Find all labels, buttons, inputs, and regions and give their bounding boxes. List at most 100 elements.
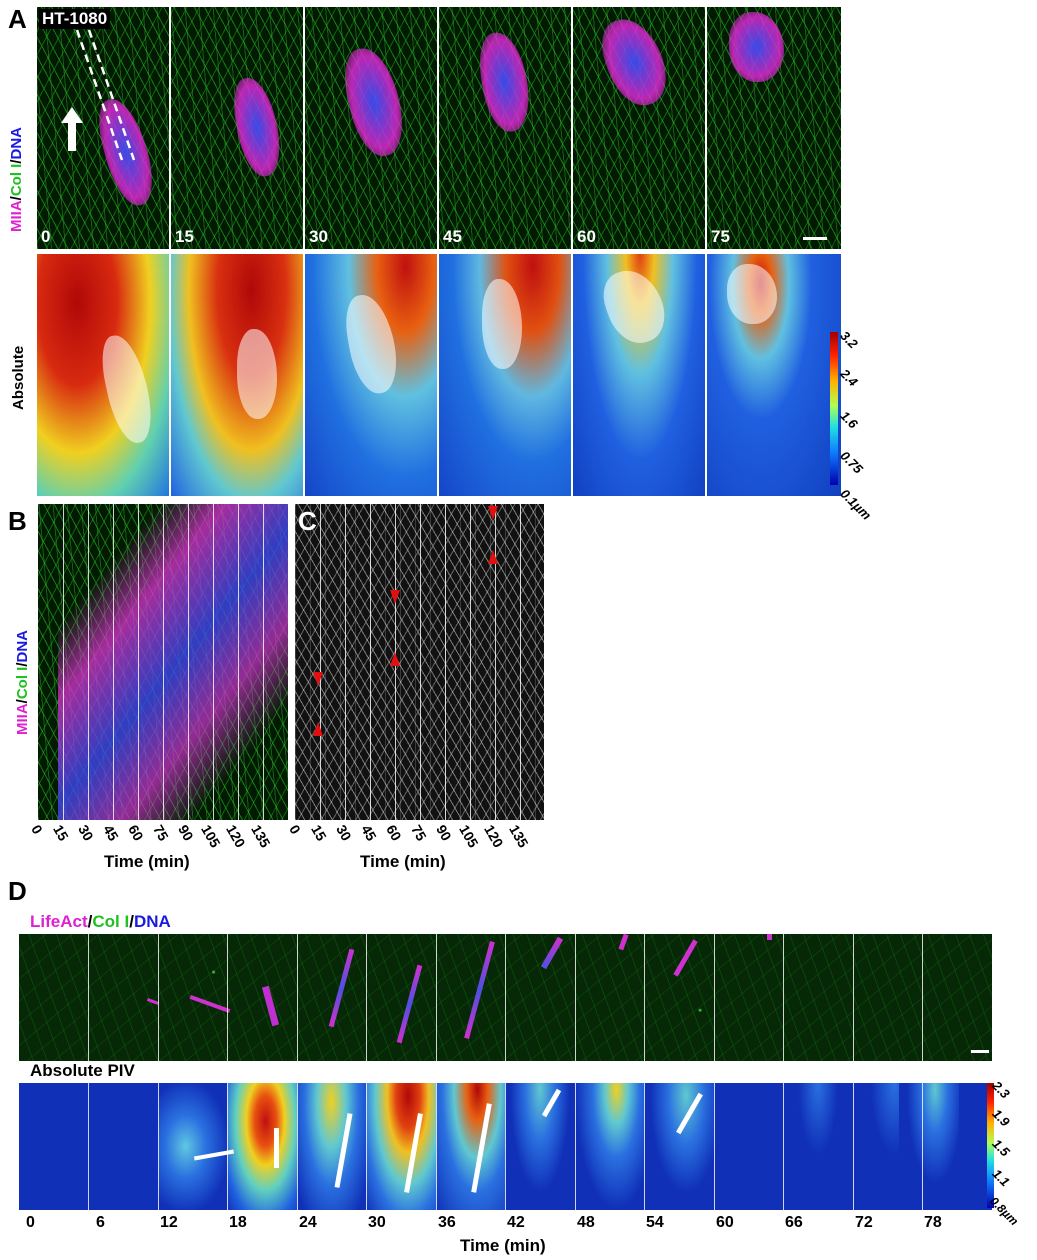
label-dna: DNA (14, 629, 31, 663)
frame-separator (158, 1083, 159, 1210)
time-tick: 0 (26, 1214, 35, 1231)
time-tick: 120 (481, 822, 507, 851)
frame-time-label: 75 (711, 227, 730, 246)
frame-separator (575, 1083, 576, 1210)
panel-d-fluorescence-strip (19, 934, 992, 1061)
frame-separator (470, 504, 471, 820)
cell-overlay (482, 279, 522, 369)
frame-separator (138, 504, 139, 820)
frame-separator (922, 934, 923, 1061)
frame-separator (705, 7, 707, 249)
label-miia: MIIA (14, 703, 31, 735)
migration-track-overlay (75, 29, 136, 161)
cell-line-label: HT-1080 (39, 9, 111, 29)
frame-separator (366, 1083, 367, 1210)
frame-separator (227, 1083, 228, 1210)
frame-separator (303, 7, 305, 249)
frame-separator (783, 1083, 784, 1210)
frame-separator (188, 504, 189, 820)
frame-separator (714, 1083, 715, 1210)
frame-separator (227, 934, 228, 1061)
frame-separator (370, 504, 371, 820)
cell (593, 10, 676, 114)
label-col1: Col I (8, 163, 25, 197)
time-tick: 60 (125, 822, 147, 844)
time-tick: 45 (100, 822, 122, 844)
frame-separator (303, 254, 305, 496)
frame-separator (420, 504, 421, 820)
cell (396, 964, 423, 1044)
frame-separator (88, 1083, 89, 1210)
panel-a-letter: A (8, 4, 27, 34)
panel-c-axis-title: Time (min) (360, 852, 446, 871)
cell-band (58, 504, 288, 820)
cell (475, 29, 534, 135)
cell (338, 43, 410, 161)
label-sep: / (87, 912, 93, 931)
frame-separator (88, 934, 89, 1061)
arrowhead-down-icon (390, 590, 400, 604)
red-arrowheads (313, 506, 498, 736)
arrowhead-down-icon (313, 672, 323, 686)
frame-separator (644, 1083, 645, 1210)
panel-b-kymograph (38, 504, 288, 820)
label-dna: DNA (8, 126, 25, 160)
cell (673, 939, 698, 977)
time-tick: 30 (333, 822, 355, 844)
time-tick: 30 (75, 822, 97, 844)
time-tick: 75 (150, 822, 172, 844)
panel-a-piv-strip (37, 254, 841, 496)
cell (261, 985, 280, 1027)
time-tick: 45 (358, 822, 380, 844)
arrowhead-up-icon (313, 722, 323, 736)
arrowhead-up-icon (488, 550, 498, 564)
time-tick: 12 (160, 1214, 178, 1231)
frame-separator (445, 504, 446, 820)
panel-d-axis-title: Time (min) (460, 1236, 546, 1255)
piv-frame (158, 1083, 227, 1210)
frame-separator (320, 504, 321, 820)
panel-a-fluorescence-strip: HT-1080 0 15 30 45 60 75 (37, 7, 841, 249)
time-tick: 15 (50, 822, 72, 844)
frame-separator (505, 934, 506, 1061)
label-sep: / (14, 699, 31, 704)
cell (618, 934, 629, 951)
time-tick: 0 (286, 822, 304, 837)
frame-separator (714, 934, 715, 1061)
time-tick: 0 (28, 822, 46, 837)
frame-separator (297, 1083, 298, 1210)
arrow-up-icon (61, 107, 83, 151)
time-tick: 24 (299, 1214, 317, 1231)
cell (767, 934, 772, 940)
label-col1: Col I (92, 912, 130, 931)
panel-d-piv-label: Absolute PIV (30, 1061, 135, 1080)
frame-separator (63, 504, 64, 820)
frame-separator (853, 1083, 854, 1210)
panel-c-letter: C (298, 506, 317, 536)
scale-bar (971, 1050, 989, 1053)
frame-separator (783, 934, 784, 1061)
label-dna: DNA (133, 912, 171, 931)
cell (464, 941, 495, 1039)
time-tick: 48 (577, 1214, 595, 1231)
frame-separator (169, 7, 171, 249)
time-tick: 30 (368, 1214, 386, 1231)
time-tick: 105 (456, 822, 482, 851)
piv-frame (899, 1083, 959, 1210)
frame-separator (297, 934, 298, 1061)
frame-separator (436, 934, 437, 1061)
panel-d-piv-strip (19, 1083, 992, 1210)
label-lifeact: LifeAct (30, 912, 88, 931)
frame-time-label: 15 (175, 227, 194, 246)
piv-frame (644, 1083, 714, 1210)
arrowhead-up-icon (390, 652, 400, 666)
piv-frame (436, 1083, 505, 1210)
label-sep: / (8, 159, 25, 164)
colorbar-tick: 0.75 (837, 448, 866, 477)
frame-separator (88, 504, 89, 820)
piv-frame (575, 1083, 644, 1210)
panel-d-channel-label: LifeAct/Col I/DNA (30, 912, 171, 932)
piv-frame (297, 1083, 366, 1210)
label-sep: / (14, 662, 31, 667)
time-tick: 120 (223, 822, 249, 851)
